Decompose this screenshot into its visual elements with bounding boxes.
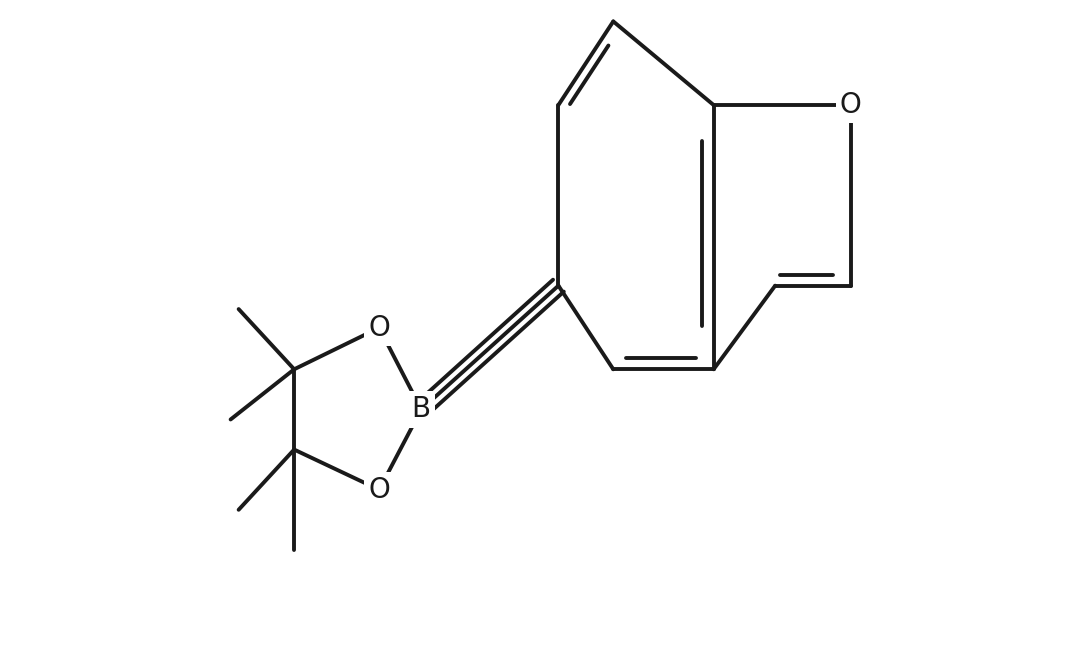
Text: B: B: [411, 395, 431, 423]
Text: O: O: [840, 91, 861, 119]
Text: O: O: [368, 476, 390, 504]
Text: O: O: [368, 314, 390, 342]
